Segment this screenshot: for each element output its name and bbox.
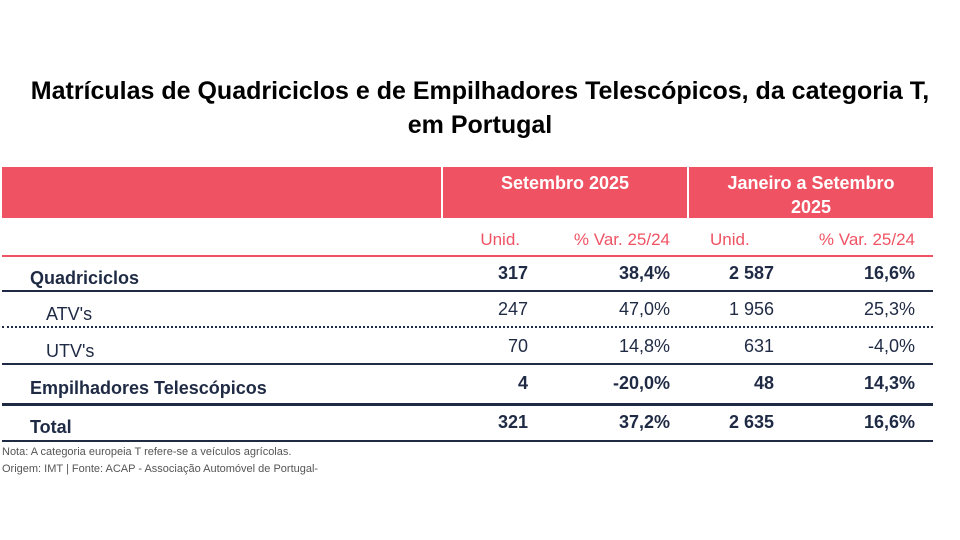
title-line-2: em Portugal: [407, 111, 553, 139]
cell-unid-ytd: 1 956: [728, 299, 774, 319]
cell-var-september: 14,8%: [618, 336, 670, 356]
cell-var-september: 38,4%: [618, 263, 670, 283]
header-period-ytd-line2: 2025: [790, 197, 832, 217]
row-divider: [2, 290, 933, 292]
row-label-empilhadores: Empilhadores Telescópicos: [30, 378, 267, 398]
header-period-ytd-line1: Janeiro a Setembro: [727, 173, 895, 193]
row-label-total: Total: [30, 417, 72, 437]
cell-unid-ytd: 2 635: [728, 412, 774, 432]
row-label-atvs: ATV's: [46, 304, 93, 324]
table-source: Origem: IMT | Fonte: ACAP - Associação A…: [2, 463, 319, 475]
cell-unid-september: 317: [497, 263, 528, 283]
cell-unid-ytd: 48: [753, 373, 774, 393]
page-title: Matrículas de Quadriciclos e de Empilhad…: [0, 74, 960, 142]
header-period-ytd: Janeiro a Setembro 2025: [689, 171, 933, 219]
row-label-quadriciclos: Quadriciclos: [30, 268, 140, 288]
header-period-september: Setembro 2025: [500, 173, 630, 193]
row-divider-dotted: [2, 326, 933, 328]
subheader-var-september: % Var. 25/24: [573, 230, 670, 249]
cell-var-september: 37,2%: [618, 412, 670, 432]
cell-unid-september: 70: [507, 336, 528, 356]
title-line-1: Matrículas de Quadriciclos e de Empilhad…: [30, 77, 930, 105]
cell-unid-ytd: 631: [743, 336, 774, 356]
table-header-band: [2, 167, 933, 218]
header-divider: [687, 167, 689, 218]
cell-unid-ytd: 2 587: [728, 263, 774, 283]
cell-var-september: -20,0%: [612, 373, 670, 393]
cell-var-ytd: 25,3%: [863, 299, 915, 319]
row-divider: [2, 363, 933, 365]
row-label-utvs: UTV's: [46, 341, 95, 361]
cell-unid-september: 321: [497, 412, 528, 432]
subheader-unid-september: Unid.: [480, 230, 520, 249]
subheader-unid-ytd: Unid.: [710, 230, 750, 249]
table-bottom-border: [2, 440, 933, 442]
table-note: Nota: A categoria europeia T refere-se a…: [2, 446, 292, 458]
cell-var-ytd: 16,6%: [863, 263, 915, 283]
cell-var-ytd: -4,0%: [867, 336, 915, 356]
cell-var-ytd: 14,3%: [863, 373, 915, 393]
cell-unid-september: 247: [497, 299, 528, 319]
cell-var-ytd: 16,6%: [863, 412, 915, 432]
cell-unid-september: 4: [517, 373, 528, 393]
subheader-var-ytd: % Var. 25/24: [818, 230, 915, 249]
subheader-divider: [2, 255, 933, 257]
cell-var-september: 47,0%: [618, 299, 670, 319]
header-divider: [441, 167, 443, 218]
row-divider: [2, 403, 933, 406]
